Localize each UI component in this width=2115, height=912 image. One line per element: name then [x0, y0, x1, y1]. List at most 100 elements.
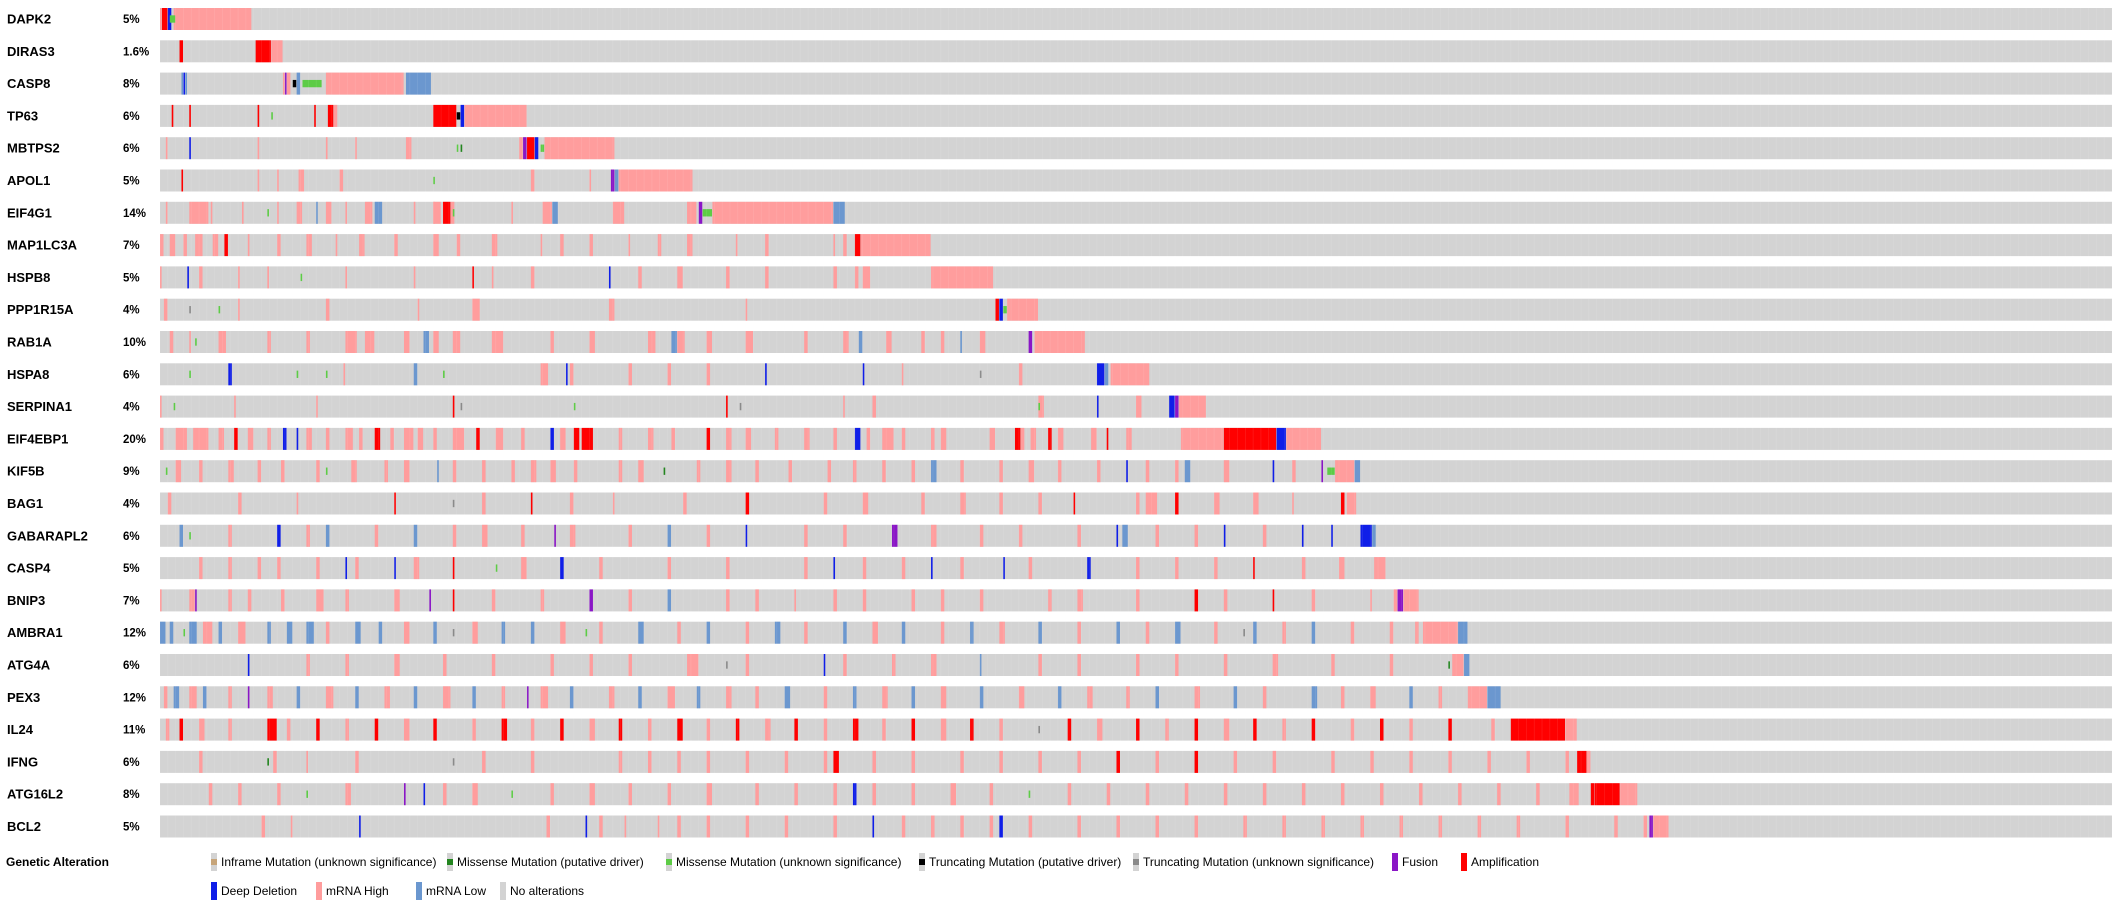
- alteration-mrna-high: [745, 331, 754, 353]
- alteration-mrna-high: [277, 169, 279, 192]
- alteration-mrna-high: [1110, 363, 1150, 386]
- alteration-mrna-high: [706, 815, 711, 838]
- gene-row-apol1: APOL1 5%: [7, 169, 2112, 192]
- alteration-mrna-high: [1380, 783, 1384, 806]
- gene-row-dapk2: DAPK2 5%: [7, 8, 2112, 30]
- gene-percent: 12%: [123, 692, 146, 704]
- gene-row-atg16l2: ATG16L2 8%: [7, 783, 2112, 806]
- alteration-mrna-high: [911, 783, 916, 806]
- alteration-mrna-high: [628, 589, 632, 612]
- gene-percent: 10%: [123, 337, 146, 349]
- legend-swatch-mark: [211, 859, 217, 865]
- alteration-mrna-high: [169, 234, 176, 257]
- track-background: [160, 40, 2112, 63]
- legend: Genetic Alteration Inframe Mutation (unk…: [6, 853, 1539, 900]
- alteration-amplification: [1106, 427, 1109, 450]
- gene-label: BCL2: [7, 819, 41, 834]
- alteration-mrna-high: [199, 266, 203, 289]
- alteration-mrna-high: [394, 654, 400, 676]
- alteration-mrna-high: [1409, 750, 1413, 773]
- gene-row-hspa8: HSPA8 6%: [7, 363, 2112, 386]
- alteration-mrna-high: [1020, 427, 1025, 450]
- alteration-missense-unknown: [702, 209, 713, 217]
- alteration-mrna-high: [1136, 589, 1140, 612]
- alteration-mrna-high: [1048, 589, 1052, 612]
- alteration-mrna-high: [940, 331, 945, 353]
- alteration-missense-driver: [267, 758, 269, 766]
- alteration-mrna-high: [804, 557, 808, 580]
- alteration-deep-deletion: [999, 298, 1003, 321]
- alteration-mrna-high: [843, 331, 849, 353]
- alteration-mrna-high: [1620, 783, 1638, 806]
- alteration-deep-deletion: [247, 654, 250, 676]
- alteration-mrna-high: [1175, 460, 1179, 483]
- gene-row-casp8: CASP8 8%: [7, 72, 2112, 95]
- oncoprint-rows: DAPK2 5% DIRAS3 1.6% CASP8 8% TP63 6% MBTPS2 6% AP…: [7, 8, 2113, 838]
- alteration-missense-unknown: [189, 370, 191, 378]
- alteration-mrna-high: [1350, 718, 1355, 741]
- alteration-mrna-high: [1487, 750, 1491, 773]
- alteration-mrna-high: [589, 654, 593, 676]
- track-background: [160, 234, 2112, 257]
- alteration-mrna-high: [433, 201, 441, 224]
- alteration-deep-deletion: [560, 557, 564, 580]
- alteration-mrna-high: [1389, 621, 1394, 644]
- alteration-mrna-high: [687, 234, 693, 257]
- alteration-missense-unknown: [302, 79, 322, 88]
- alteration-deep-deletion: [1003, 557, 1005, 580]
- alteration-mrna-high: [1175, 557, 1179, 580]
- alteration-deep-deletion: [187, 266, 189, 289]
- alteration-mrna-high: [862, 492, 869, 515]
- alteration-mrna-low: [296, 72, 301, 95]
- alteration-mrna-high: [1262, 524, 1267, 547]
- alteration-mrna-high: [267, 331, 271, 353]
- alteration-amplification: [1014, 427, 1021, 450]
- legend-swatch: [316, 882, 322, 900]
- alteration-mrna-high: [628, 524, 632, 547]
- alteration-mrna-high: [482, 492, 486, 515]
- gene-percent: 4%: [123, 402, 140, 414]
- alteration-mrna-high: [833, 589, 837, 612]
- alteration-mrna-high: [1565, 750, 1569, 773]
- alteration-deep-deletion: [931, 557, 933, 580]
- alteration-mrna-high: [247, 589, 252, 612]
- alteration-mrna-high: [901, 427, 906, 450]
- alteration-mrna-high: [624, 815, 627, 838]
- alteration-mrna-high: [671, 427, 675, 450]
- alteration-mrna-high: [599, 557, 603, 580]
- legend-item-truncating-unknown: Truncating Mutation (unknown significanc…: [1133, 853, 1374, 871]
- alteration-missense-unknown: [296, 370, 299, 378]
- alteration-mrna-low: [405, 72, 431, 95]
- alteration-mrna-high: [1422, 621, 1458, 644]
- gene-row-bag1: BAG1 4%: [7, 492, 2112, 515]
- alteration-amplification: [374, 718, 379, 741]
- alteration-missense-unknown: [1038, 402, 1040, 411]
- alteration-mrna-high: [765, 718, 771, 741]
- alteration-mrna-high: [273, 750, 277, 773]
- alteration-mrna-low: [784, 686, 791, 709]
- alteration-mrna-low: [501, 621, 506, 644]
- alteration-amplification: [255, 40, 271, 63]
- alteration-mrna-high: [1243, 815, 1247, 838]
- gene-label: IFNG: [7, 754, 38, 769]
- alteration-mrna-high: [1335, 460, 1355, 483]
- alteration-amplification: [1272, 589, 1275, 612]
- alteration-amplification: [1253, 718, 1257, 741]
- alteration-mrna-high: [1091, 427, 1097, 450]
- legend-swatch-mark: [919, 859, 925, 865]
- gene-label: KIF5B: [7, 464, 45, 479]
- alteration-mrna-high: [394, 234, 398, 257]
- alteration-mrna-high: [228, 557, 232, 580]
- alteration-amplification: [443, 201, 451, 224]
- alteration-mrna-high: [950, 783, 957, 806]
- alteration-mrna-high: [726, 460, 732, 483]
- alteration-mrna-high: [560, 427, 566, 450]
- gene-label: APOL1: [7, 173, 50, 188]
- alteration-mrna-high: [1038, 750, 1042, 773]
- alteration-mrna-high: [872, 621, 878, 644]
- alteration-mrna-high: [940, 589, 945, 612]
- alteration-mrna-high: [433, 331, 439, 353]
- alteration-mrna-high: [628, 783, 632, 806]
- gene-row-bcl2: BCL2 5%: [7, 815, 2112, 838]
- alteration-mrna-high: [530, 718, 535, 741]
